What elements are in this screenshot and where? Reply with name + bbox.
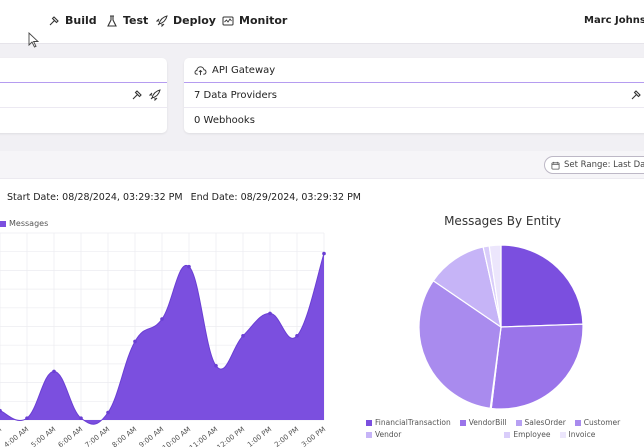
- panel-header: Set Range: Last Day: [0, 151, 644, 179]
- api-gateway-title: API Gateway: [212, 64, 276, 76]
- legend-label: VendorBill: [468, 418, 507, 427]
- data-providers-row[interactable]: 7 Data Providers: [184, 83, 644, 108]
- data-point-9[interactable]: [241, 334, 245, 338]
- data-point-3[interactable]: [79, 416, 83, 420]
- messages-by-entity-pie-chart: [418, 244, 584, 410]
- api-gateway-card: API Gateway 7 Data Providers 0 Webhooks: [184, 58, 644, 133]
- legend-item-vendorbill[interactable]: VendorBill: [459, 418, 507, 427]
- x-tick-label: 10:00 AM: [161, 425, 192, 447]
- pie-slice-vendor[interactable]: [432, 246, 502, 329]
- end-date: End Date: 08/29/2024, 03:29:32 PM: [190, 192, 361, 203]
- pie-chart-title: Messages By Entity: [444, 214, 561, 228]
- x-tick-label: 3:00 PM: [300, 425, 327, 447]
- data-point-6[interactable]: [160, 317, 164, 321]
- hammer-icon: [49, 15, 59, 25]
- legend-item-financialtransaction[interactable]: FinancialTransaction: [366, 418, 451, 427]
- x-tick-label: 2:00 PM: [273, 425, 300, 447]
- x-tick-label: 6:00 AM: [57, 425, 85, 447]
- messages-area: [0, 253, 324, 425]
- legend-item-employee[interactable]: Employee: [504, 430, 551, 439]
- nav-deploy[interactable]: Deploy: [156, 14, 216, 27]
- legend-swatch: [366, 419, 372, 426]
- monitor-icon: [222, 16, 234, 25]
- x-tick-label: 8:00 AM: [111, 425, 139, 447]
- legend-item-vendor[interactable]: Vendor: [366, 430, 401, 439]
- data-point-0[interactable]: [0, 408, 2, 413]
- api-gateway-header[interactable]: API Gateway: [184, 58, 644, 83]
- legend-label: Employee: [513, 430, 551, 439]
- nav-test[interactable]: Test: [106, 14, 148, 27]
- legend-swatch-messages: [0, 220, 6, 227]
- mouse-cursor-icon: [28, 32, 40, 48]
- nav-build-label: Build: [65, 14, 97, 27]
- pie-chart-legend: FinancialTransaction VendorBill SalesOrder…: [366, 418, 644, 439]
- webhooks-label: 0 Webhooks: [194, 115, 255, 126]
- area-chart-legend[interactable]: Messages: [0, 219, 48, 228]
- legend-label-messages: Messages: [9, 219, 49, 228]
- data-point-10[interactable]: [268, 311, 272, 316]
- legend-swatch: [574, 419, 581, 426]
- x-tick-label: 12:00 PM: [216, 425, 247, 447]
- legend-swatch: [459, 419, 466, 426]
- date-range-text: Start Date: 08/28/2024, 03:29:32 PM End …: [7, 192, 366, 203]
- x-tick-label: 11:00 AM: [188, 425, 219, 447]
- top-nav-bar: Build Test Deploy Monitor Marc Johnson: [0, 0, 644, 44]
- pie-slice-invoice[interactable]: [488, 244, 502, 328]
- legend-label: Customer: [583, 418, 621, 427]
- calendar-icon: [551, 161, 560, 170]
- nav-monitor[interactable]: Monitor: [222, 14, 287, 27]
- hammer-icon[interactable]: [131, 89, 143, 101]
- x-tick-label: 4:00 AM: [3, 425, 31, 447]
- data-point-12[interactable]: [322, 251, 326, 256]
- pie-slice-customer[interactable]: [418, 279, 502, 409]
- legend-label: Vendor: [375, 430, 402, 439]
- data-point-5[interactable]: [133, 339, 137, 344]
- x-tick-label: 7:00 AM: [84, 425, 112, 447]
- legend-item-salesorder[interactable]: SalesOrder: [515, 418, 566, 427]
- messages-area-chart: 00 AM4:00 AM5:00 AM6:00 AM7:00 AM8:00 AM…: [0, 232, 327, 447]
- legend-label: FinancialTransaction: [375, 418, 451, 427]
- rocket-icon[interactable]: [149, 89, 161, 101]
- data-point-11[interactable]: [295, 334, 299, 338]
- legend-item-customer[interactable]: Customer: [574, 418, 621, 427]
- x-tick-label: 1:00 PM: [246, 425, 273, 447]
- flask-icon: [107, 14, 117, 27]
- legend-swatch: [559, 431, 566, 438]
- nav-deploy-label: Deploy: [173, 14, 216, 27]
- pie-slice-vendorbill[interactable]: [490, 323, 584, 410]
- data-point-2[interactable]: [52, 369, 56, 374]
- webhooks-row[interactable]: 0 Webhooks: [184, 108, 644, 133]
- data-point-8[interactable]: [214, 363, 218, 368]
- left-card-row: [0, 83, 167, 108]
- left-app-card: [0, 58, 167, 133]
- legend-item-invoice[interactable]: Invoice: [559, 430, 596, 439]
- data-point-1[interactable]: [25, 416, 29, 420]
- legend-swatch: [515, 419, 522, 426]
- hammer-icon[interactable]: [630, 89, 642, 101]
- user-name[interactable]: Marc Johnson: [584, 15, 644, 26]
- set-range-label: Set Range: Last Day: [564, 160, 644, 170]
- legend-label: Invoice: [568, 430, 596, 439]
- legend-label: SalesOrder: [524, 418, 566, 427]
- rocket-icon: [156, 14, 168, 27]
- left-card-header: [0, 58, 167, 83]
- cloud-upload-icon: [194, 65, 207, 75]
- x-tick-label: 9:00 AM: [138, 425, 166, 447]
- set-range-button[interactable]: Set Range: Last Day: [544, 156, 644, 174]
- nav-test-label: Test: [123, 14, 149, 27]
- data-point-7[interactable]: [187, 264, 191, 269]
- data-providers-label: 7 Data Providers: [194, 89, 277, 101]
- monitor-panel: Set Range: Last Day Start Date: 08/28/20…: [0, 151, 644, 447]
- legend-swatch: [504, 431, 511, 438]
- legend-swatch: [366, 431, 372, 438]
- start-date: Start Date: 08/28/2024, 03:29:32 PM: [7, 192, 183, 203]
- data-point-4[interactable]: [106, 410, 110, 415]
- nav-build[interactable]: Build: [48, 14, 97, 27]
- pie-slice-financialtransaction[interactable]: [500, 244, 584, 328]
- nav-monitor-label: Monitor: [239, 14, 288, 27]
- x-tick-label: 5:00 AM: [30, 425, 58, 447]
